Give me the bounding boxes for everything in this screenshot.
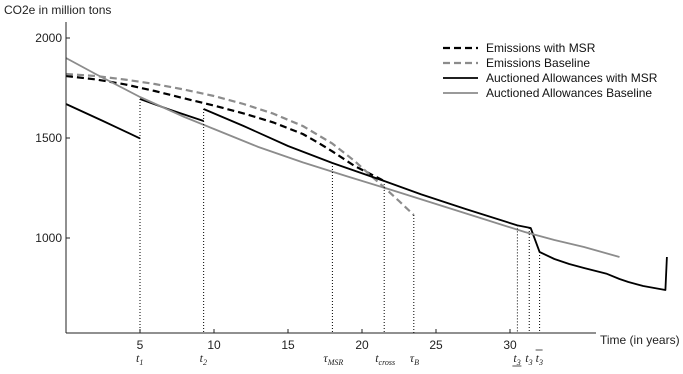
y-tick-label-1000: 1000 [35,231,62,245]
legend-label-emissions-with-msr: Emissions with MSR [486,41,596,55]
y-axis-label: CO2e in million tons [4,3,111,17]
legend-label-emissions-baseline: Emissions Baseline [486,56,590,70]
marker-label-3: tcross [375,351,395,367]
marker-label-7: t3 [536,351,543,367]
x-tick-label-20: 20 [355,338,369,352]
series-auctioned-allowances-with-msr-1 [139,98,204,122]
marker-label-0: t1 [136,351,143,367]
series-emissions-baseline-0 [65,72,415,216]
legend-label-auctioned-allowances-baseline: Auctioned Allowances Baseline [486,86,652,100]
x-tick-label-30: 30 [503,338,517,352]
marker-label-5: t3 [513,351,520,367]
axes: CO2e in million tons Time (in years) [4,3,680,347]
marker-label-2: τMSR [323,351,343,367]
x-tick-label-10: 10 [207,338,221,352]
y-tick-label-2000: 2000 [35,31,62,45]
time-markers: t1 t2 τMSR tcross τB t3 t3 t3 [136,99,543,367]
ticks: 5 10 15 20 25 30 1000 1500 2000 [35,31,517,352]
legend-label-auctioned-allowances-with-msr: Auctioned Allowances with MSR [486,71,658,85]
series-auctioned-allowances-baseline-0 [65,57,620,258]
x-tick-label-25: 25 [429,338,443,352]
series-emissions-with-msr-0 [65,74,385,182]
marker-label-4: τB [410,351,419,367]
marker-label-6: t3 [525,351,532,367]
x-axis-label: Time (in years) [600,333,680,347]
series-auctioned-allowances-with-msr-2 [203,108,668,291]
series-auctioned-allowances-with-msr-0 [65,103,141,140]
x-tick-label-5: 5 [137,338,144,352]
marker-label-1: t2 [200,351,207,367]
x-tick-label-15: 15 [281,338,295,352]
y-tick-label-1500: 1500 [35,131,62,145]
